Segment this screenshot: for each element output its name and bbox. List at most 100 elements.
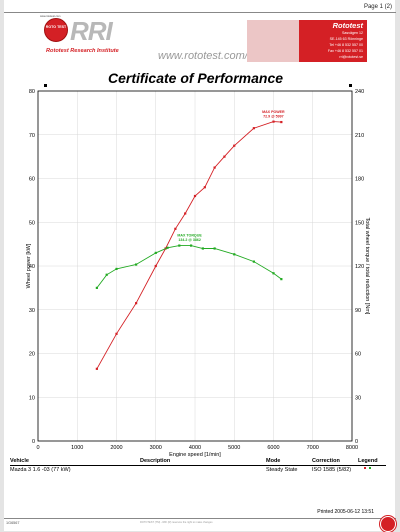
power-point — [252, 127, 255, 130]
power-point — [115, 332, 118, 335]
power-point — [213, 166, 216, 169]
plot-frame — [37, 90, 353, 442]
y-axis-label-right: Total wheel torque / total reduction [Nm… — [364, 218, 370, 315]
torque-point — [252, 260, 255, 263]
power-point — [154, 264, 157, 268]
power-point — [272, 120, 275, 123]
torque-point — [233, 253, 236, 256]
max-torque-annotation-value: 134.2 @ 3862 — [178, 238, 201, 242]
header-tiny-text: www.rototest.com — [40, 15, 61, 18]
power-point — [203, 186, 206, 189]
page-number: Page 1 (2) — [363, 4, 392, 10]
y-tick-label-right: 210 — [355, 133, 364, 139]
x-tick-label: 4000 — [189, 445, 201, 451]
x-axis-label: Engine speed [1/min] — [169, 452, 221, 458]
cell-mode: Steady State — [266, 467, 298, 473]
power-point — [233, 144, 236, 147]
tick-labels: 0 1000 2000 3000 4000 5000 6000 7000 80000102030… — [29, 89, 364, 451]
power-point — [184, 212, 187, 215]
x-tick-label: 6000 — [267, 445, 279, 451]
x-tick-label: 1000 — [71, 445, 83, 451]
rri-logo: RRI — [70, 16, 113, 46]
x-tick-label: 8000 — [346, 445, 358, 451]
max-power-annotation-title: MAX POWER — [262, 110, 285, 114]
y-tick-label-right: 60 — [355, 352, 361, 358]
certificate-title: Certificate of Performance — [107, 70, 284, 86]
col-header-vehicle: Vehicle — [10, 458, 29, 464]
banner-line: SE-145 63 Rönninge — [329, 37, 363, 41]
y-tick-label-left: 80 — [29, 89, 35, 95]
y-tick-label-left: 40 — [29, 264, 35, 270]
y-tick-label-left: 60 — [29, 177, 35, 183]
corner-marker — [349, 84, 352, 87]
torque-point — [135, 263, 138, 266]
legend-power-swatch — [364, 467, 366, 469]
cell-correction: ISO 1585 (5/82) — [312, 467, 352, 473]
y-axis-label-left: Wheel power [kW] — [26, 243, 32, 288]
document-id: 1G6567 — [6, 521, 20, 525]
col-header-mode: Mode — [266, 458, 281, 464]
y-tick-label-left: 50 — [29, 220, 35, 226]
power-point — [193, 194, 197, 198]
y-tick-label-right: 0 — [355, 439, 358, 445]
power-point — [223, 155, 226, 158]
col-header-legend: Legend — [358, 458, 378, 464]
x-tick-label: 5000 — [228, 445, 240, 451]
banner-line: rri@rototest.se — [339, 55, 363, 59]
power-point — [174, 227, 177, 230]
y-tick-label-right: 180 — [355, 177, 364, 183]
y-tick-label-left: 30 — [29, 308, 35, 314]
banner-line: Fax +46 8 532 557 01 — [327, 49, 363, 53]
rototest-seal-icon — [380, 516, 396, 532]
torque-point — [213, 247, 216, 250]
torque-point — [115, 267, 118, 271]
y-tick-label-right: 30 — [355, 395, 361, 401]
y-tick-label-right: 120 — [355, 264, 364, 270]
power-point — [95, 367, 98, 370]
corner-marker — [44, 84, 47, 87]
certificate-page — [4, 0, 395, 531]
rototest-logo-icon: ROTO TEST — [44, 18, 68, 42]
contact-banner: Rototest Sasvägen 12 SE-145 63 Rönninge … — [247, 20, 367, 62]
legend-torque-swatch — [369, 467, 371, 469]
torque-point — [154, 251, 157, 254]
torque-point — [272, 272, 275, 275]
y-tick-label-right: 90 — [355, 308, 361, 314]
y-tick-label-left: 0 — [32, 439, 35, 445]
x-tick-label: 7000 — [307, 445, 319, 451]
y-tick-label-left: 20 — [29, 352, 35, 358]
torque-line — [96, 245, 282, 289]
torque-point — [201, 247, 204, 250]
power-point — [135, 302, 138, 305]
dyno-photo — [247, 20, 299, 62]
torque-point — [189, 244, 193, 247]
col-header-correction: Correction — [312, 458, 340, 464]
max-torque-annotation-title: MAX TORQUE — [177, 233, 202, 237]
footer-copyright: ROTOTEST (TM) - RRI (R) reserves the rig… — [140, 521, 213, 524]
y-tick-label-left: 70 — [29, 133, 35, 139]
table-divider — [10, 465, 386, 466]
grid — [37, 90, 353, 442]
printed-timestamp: Printed 2005-06-12 13:51 — [317, 509, 374, 515]
torque-point — [95, 286, 98, 289]
torque-point — [105, 273, 108, 276]
logo-ball-text: ROTO TEST — [45, 25, 67, 29]
power-point — [280, 120, 283, 124]
cell-vehicle: Mazda 3 1.6 -03 (77 kW) — [10, 467, 71, 473]
torque-point — [166, 246, 169, 249]
banner-company-name: Rototest — [332, 21, 363, 30]
x-tick-label: 3000 — [150, 445, 162, 451]
col-header-description: Description — [140, 458, 171, 464]
footer-divider — [4, 518, 396, 519]
logo-subtitle: Rototest Research Institute — [46, 48, 119, 54]
y-tick-label-right: 240 — [355, 89, 364, 95]
x-tick-label: 0 — [36, 445, 39, 451]
x-tick-label: 2000 — [110, 445, 122, 451]
banner-line: Tel +46 8 532 557 00 — [329, 43, 363, 47]
banner-line: Sasvägen 12 — [342, 31, 363, 35]
torque-point — [280, 278, 283, 281]
y-tick-label-left: 10 — [29, 395, 35, 401]
max-power-annotation-value: 72.9 @ 5997 — [263, 115, 284, 119]
